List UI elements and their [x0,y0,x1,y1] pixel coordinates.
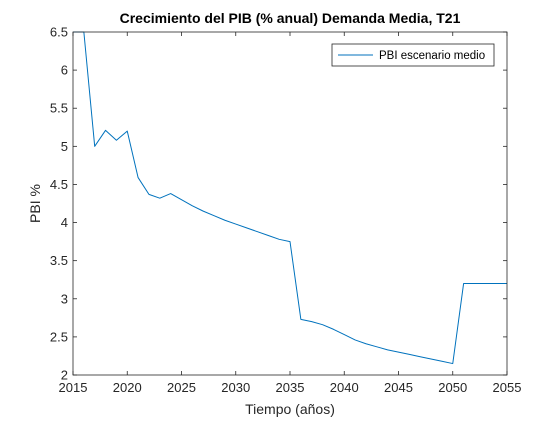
plot-background [73,32,507,375]
y-tick-label: 2.5 [50,329,68,344]
y-tick-label: 6 [61,63,68,78]
y-tick-label: 3.5 [50,253,68,268]
y-tick-label: 5 [61,139,68,154]
x-tick-label: 2040 [330,380,359,395]
y-tick-label: 3 [61,291,68,306]
legend: PBI escenario medio [331,43,495,67]
series-layer [73,31,507,365]
legend-label: PBI escenario medio [379,50,485,62]
x-tick-label: 2015 [59,380,88,395]
x-tick-label: 2035 [276,380,305,395]
y-tick-label: 2 [61,368,68,383]
y-tick-label: 6.5 [50,25,68,40]
x-axis-label: Tiempo (años) [245,401,335,417]
y-tick-label: 5.5 [50,101,68,116]
x-tick-label: 2025 [167,380,196,395]
plot-area-border [72,31,508,376]
chart-title: Crecimiento del PIB (% anual) Demanda Me… [120,10,461,26]
x-tick-label: 2020 [113,380,142,395]
y-tick-label: 4.5 [50,177,68,192]
y-axis-label: PBI % [27,184,43,223]
x-tick-label: 2055 [493,380,522,395]
x-tick-label: 2030 [221,380,250,395]
x-tick-label: 2050 [438,380,467,395]
ticks-layer: 2015 2020 2025 2030 2035 2040 2045 2050 2055 2 2.5… [50,25,522,396]
legend-box [331,43,495,67]
y-tick-label: 4 [61,215,68,230]
series-line [73,31,507,365]
x-tick-label: 2045 [384,380,413,395]
